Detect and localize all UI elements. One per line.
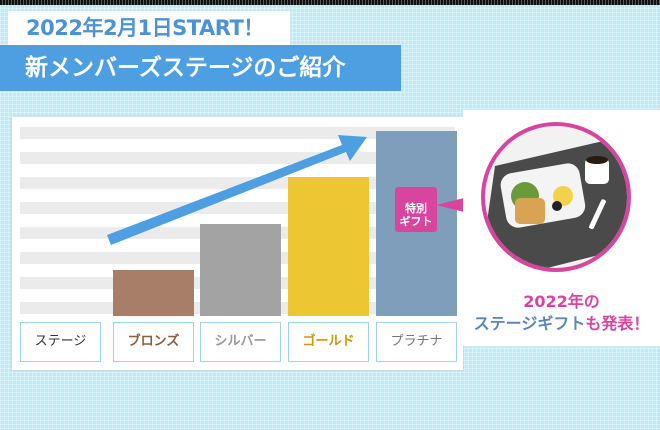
bar-1 bbox=[200, 223, 281, 316]
bar-2 bbox=[288, 177, 369, 316]
page-title: 新メンバーズステージのご紹介 bbox=[0, 45, 401, 91]
gift-photo bbox=[481, 122, 631, 272]
top-border bbox=[0, 0, 660, 5]
stage-label: ゴールド bbox=[288, 322, 369, 362]
bar-0 bbox=[113, 269, 194, 316]
stage-label: シルバー bbox=[200, 322, 281, 362]
caption-stage-gift: ステージギフト bbox=[473, 314, 586, 333]
stage-chart: ステージ ブロンズ シルバー ゴールド プラチナ bbox=[12, 117, 463, 370]
gift-caption-line1: 2022年の bbox=[523, 292, 600, 311]
stage-label: ブロンズ bbox=[113, 322, 194, 362]
gridline bbox=[20, 152, 455, 164]
caption-announced: も発表！ bbox=[585, 314, 650, 333]
stage-label: プラチナ bbox=[376, 322, 457, 362]
special-gift-badge: 特別 ギフト bbox=[395, 187, 437, 232]
trend-arrow-icon bbox=[107, 135, 367, 245]
gift-caption-line2: ステージギフトも発表！ bbox=[463, 310, 660, 334]
badge-line2: ギフト bbox=[399, 215, 433, 228]
badge-line1: 特別 bbox=[405, 202, 427, 215]
start-date: 2022年2月1日START！ bbox=[8, 11, 290, 46]
gift-section: 2022年の ステージギフトも発表！ bbox=[463, 110, 660, 346]
row-header-stage: ステージ bbox=[20, 322, 101, 362]
